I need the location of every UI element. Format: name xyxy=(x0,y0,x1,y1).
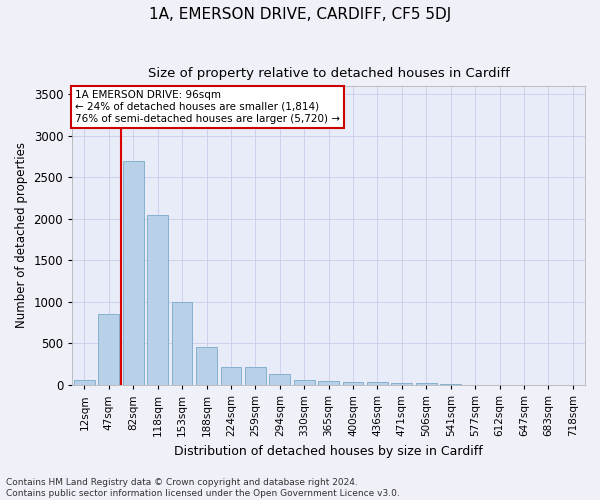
Text: Contains HM Land Registry data © Crown copyright and database right 2024.
Contai: Contains HM Land Registry data © Crown c… xyxy=(6,478,400,498)
Bar xyxy=(367,382,388,385)
Bar xyxy=(74,380,95,385)
Bar xyxy=(196,347,217,385)
Bar xyxy=(245,366,266,385)
Bar xyxy=(416,384,437,385)
Bar xyxy=(294,380,314,385)
Text: 1A, EMERSON DRIVE, CARDIFF, CF5 5DJ: 1A, EMERSON DRIVE, CARDIFF, CF5 5DJ xyxy=(149,8,451,22)
Bar xyxy=(318,381,339,385)
Text: 1A EMERSON DRIVE: 96sqm
← 24% of detached houses are smaller (1,814)
76% of semi: 1A EMERSON DRIVE: 96sqm ← 24% of detache… xyxy=(75,90,340,124)
Bar xyxy=(172,302,193,385)
Title: Size of property relative to detached houses in Cardiff: Size of property relative to detached ho… xyxy=(148,68,509,80)
Bar xyxy=(343,382,364,385)
Bar xyxy=(123,160,143,385)
Bar xyxy=(98,314,119,385)
Bar xyxy=(221,366,241,385)
Bar xyxy=(269,374,290,385)
Bar xyxy=(440,384,461,385)
Bar xyxy=(391,383,412,385)
X-axis label: Distribution of detached houses by size in Cardiff: Distribution of detached houses by size … xyxy=(174,444,483,458)
Bar xyxy=(147,214,168,385)
Y-axis label: Number of detached properties: Number of detached properties xyxy=(15,142,28,328)
